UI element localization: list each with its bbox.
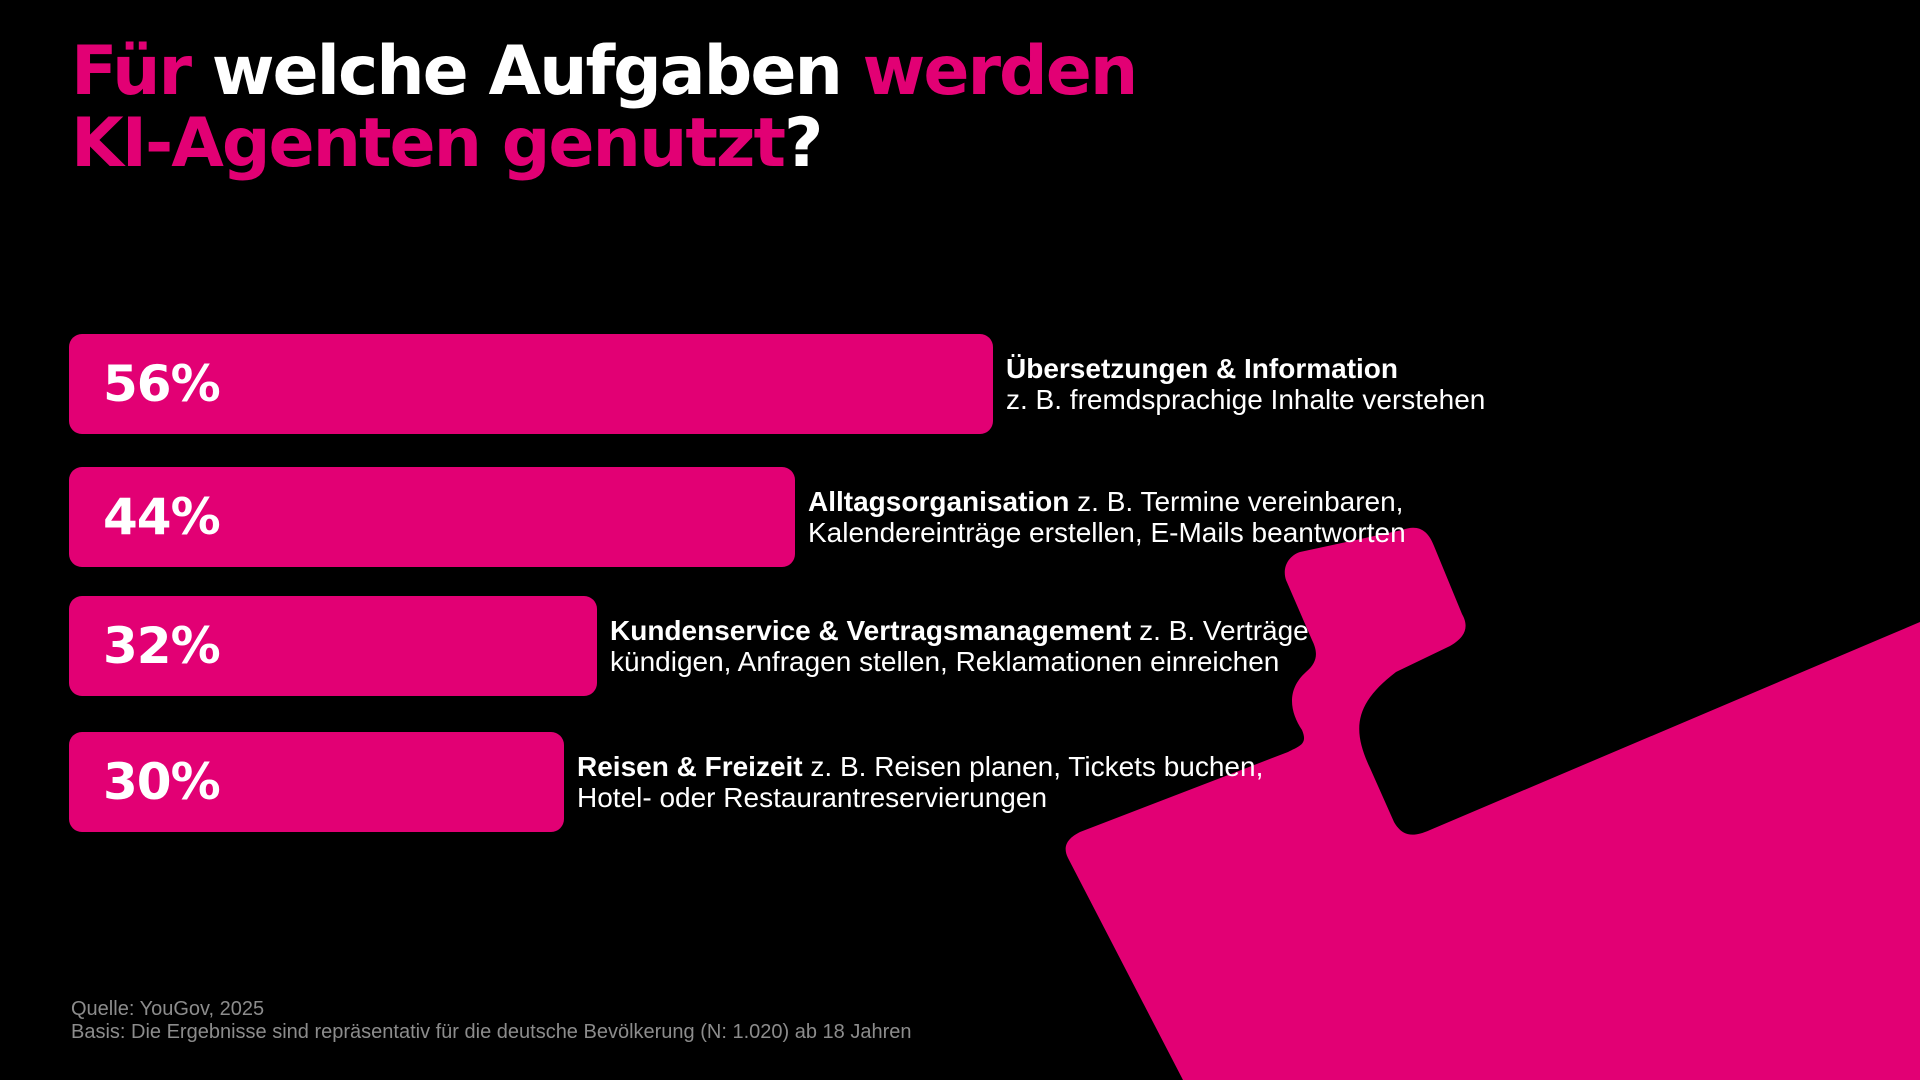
bar-description-line-1: Alltagsorganisation z. B. Termine verein… <box>808 486 1406 517</box>
bar-value-label: 56% <box>103 355 221 413</box>
bar-value-label: 32% <box>103 617 221 675</box>
bar-description: Übersetzungen & Information z. B. fremdsp… <box>1006 353 1485 415</box>
bar <box>69 467 795 567</box>
bar-description-line-1: Kundenservice & Vertragsmanagement z. B.… <box>610 615 1309 646</box>
title-words-ki-agenten-genutzt: KI-Agenten genutzt <box>71 104 786 183</box>
bar-description: Kundenservice & Vertragsmanagement z. B.… <box>610 615 1309 677</box>
bar-description-line-2: Kalendereinträge erstellen, E-Mails bean… <box>808 517 1406 548</box>
bar <box>69 732 564 832</box>
bar-description-line-2: kündigen, Anfragen stellen, Reklamatione… <box>610 646 1280 677</box>
bar-category-label: Kundenservice & Vertragsmanagement <box>610 615 1132 646</box>
footnote: Quelle: YouGov, 2025 Basis: Die Ergebnis… <box>71 998 911 1044</box>
bar-category-label: Übersetzungen & Information <box>1006 353 1399 384</box>
title-words-welche-aufgaben: welche Aufgaben <box>211 32 843 111</box>
footnote-basis: Basis: Die Ergebnisse sind repräsentativ… <box>71 1021 912 1043</box>
bar <box>69 334 993 434</box>
bar-category-label: Reisen & Freizeit <box>577 751 803 782</box>
title-line-2: KI-Agenten genutzt? <box>71 104 823 183</box>
bar-description: Reisen & Freizeit z. B. Reisen planen, T… <box>577 751 1263 813</box>
bar-value-label: 44% <box>103 488 221 546</box>
bar-description: Alltagsorganisation z. B. Termine verein… <box>808 486 1406 548</box>
title-line-1: Für welche Aufgaben werden <box>71 32 1139 111</box>
bar-description-line-1: Übersetzungen & Information <box>1006 353 1485 384</box>
bar-description-line-1: Reisen & Freizeit z. B. Reisen planen, T… <box>577 751 1263 782</box>
footnote-source: Quelle: YouGov, 2025 <box>71 998 265 1020</box>
bar-description-line-2: z. B. fremdsprachige Inhalte verstehen <box>1006 384 1486 415</box>
bar-example-text: z. B. Verträge <box>1131 615 1309 646</box>
bar-example-text: z. B. Termine vereinbaren, <box>1069 486 1404 517</box>
decorative-puzzle-shape <box>1065 527 1920 1080</box>
title-word-werden: werden <box>862 32 1139 111</box>
bar-value-label: 30% <box>103 753 221 811</box>
bar-example-text: z. B. Reisen planen, Tickets buchen, <box>802 751 1264 782</box>
title-question-mark: ? <box>783 104 823 183</box>
bar-description-line-2: Hotel- oder Restaurantreservierungen <box>577 782 1048 813</box>
bar <box>69 596 597 696</box>
bar-category-label: Alltagsorganisation <box>808 486 1070 517</box>
chart-title: Für welche Aufgaben werden KI-Agenten ge… <box>71 36 1138 183</box>
title-word-fuer: Für <box>71 32 192 111</box>
